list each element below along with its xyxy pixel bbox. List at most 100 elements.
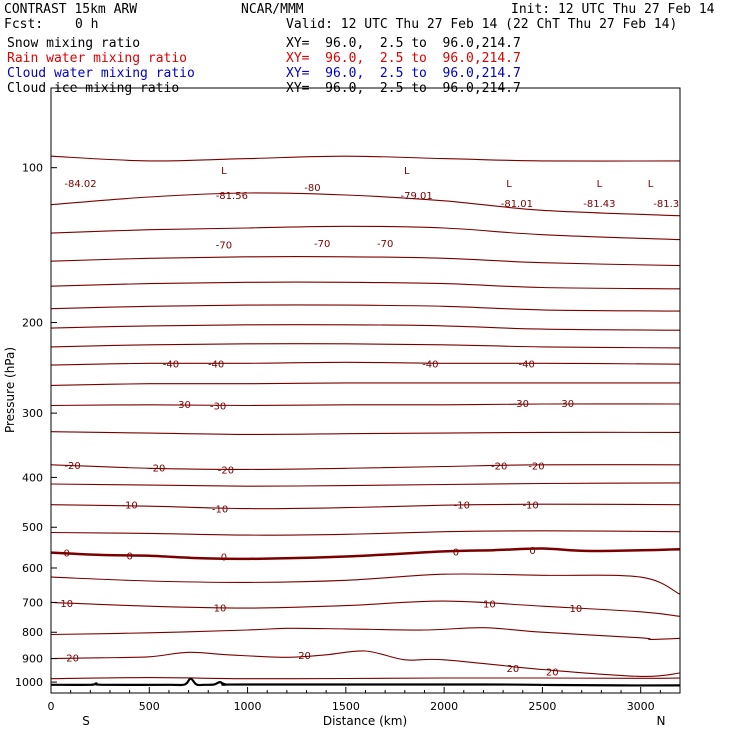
isotherm-minus-5 — [50, 530, 681, 536]
contour-label: -40 — [163, 359, 179, 370]
contour-label: -70 — [216, 240, 232, 251]
contour-label: -81.3 — [653, 199, 679, 210]
isotherm-minus-55 — [50, 304, 681, 312]
contour-label: -80 — [304, 183, 320, 194]
isotherm-minus-60 — [50, 281, 681, 290]
contour-label: -20 — [528, 461, 544, 472]
y-tick-label: 300 — [22, 407, 43, 420]
contour-label: -30 — [558, 399, 574, 410]
isotherm-minus-45 — [50, 343, 681, 349]
contour-label: 20 — [66, 654, 79, 665]
contour-label: -40 — [208, 359, 224, 370]
contour-label: -20 — [149, 464, 165, 475]
forecast-label: Fcst: — [4, 17, 44, 32]
isotherm-5 — [50, 573, 681, 595]
y-tick-label: 700 — [22, 596, 43, 609]
x-axis-label: Distance (km) — [323, 714, 407, 728]
terrain-layer — [50, 677, 681, 687]
contour-label: 0 — [126, 551, 132, 562]
contour-label: -84.02 — [64, 179, 96, 190]
contour-label: 20 — [507, 664, 520, 675]
y-tick-label: 500 — [22, 521, 43, 534]
contour-label: -30 — [210, 402, 226, 413]
contour-label: 0 — [529, 546, 535, 557]
contour-label: 0 — [221, 553, 227, 564]
y-tick-label: 200 — [22, 317, 43, 330]
low-marker: L — [404, 166, 410, 177]
field-name-cloud-water: Cloud water mixing ratio — [7, 66, 195, 81]
contour-label: -20 — [491, 461, 507, 472]
plot-frame — [50, 87, 681, 694]
valid-time: Valid: 12 UTC Thu 27 Feb 14 (22 ChT Thu … — [286, 17, 678, 32]
x-tick-label: 2500 — [528, 700, 556, 713]
x-end-label-south: S — [82, 714, 90, 728]
contour-label: -10 — [212, 505, 228, 516]
contour-label: -10 — [121, 501, 137, 512]
isotherm-minus-30 — [50, 403, 681, 407]
field-xy-rain: XY= 96.0, 2.5 to 96.0,214.7 — [286, 51, 521, 66]
center-label: NCAR/MMM — [241, 2, 304, 17]
contour-label: -30 — [513, 399, 529, 410]
forecast-value: 0 h — [75, 17, 99, 32]
isotherm-minus-65 — [50, 256, 681, 267]
contour-label: -20 — [218, 465, 234, 476]
x-tick-label: 1000 — [234, 700, 262, 713]
y-tick-label: 800 — [22, 626, 43, 639]
contour-label: 0 — [453, 547, 459, 558]
contour-label: 10 — [214, 603, 227, 614]
contour-label: -20 — [64, 461, 80, 472]
x-tick-label: 2000 — [430, 700, 458, 713]
field-xy-snow: XY= 96.0, 2.5 to 96.0,214.7 — [286, 36, 521, 51]
y-tick-label: 1000 — [15, 676, 43, 689]
contour-label: -70 — [314, 239, 330, 250]
x-end-label-north: N — [657, 714, 666, 728]
contour-label: -40 — [422, 359, 438, 370]
contour-label: -30 — [175, 400, 191, 411]
isotherm-25 — [50, 677, 681, 680]
contour-label: -10 — [454, 501, 470, 512]
contour-label: -81.56 — [216, 191, 248, 202]
x-tick-label: 1500 — [332, 700, 360, 713]
isotherm-minus-40 — [50, 361, 681, 366]
x-tick-label: 500 — [139, 700, 160, 713]
y-tick-label: 900 — [22, 653, 43, 666]
isotherm-minus-10 — [50, 503, 681, 510]
contour-label: 10 — [569, 604, 582, 615]
isotherm-minus-20 — [50, 464, 681, 470]
isotherm-20 — [50, 650, 681, 678]
contour-label: -79.01 — [400, 191, 432, 202]
contour-label: -81.01 — [501, 199, 533, 210]
contour-label: -81.43 — [583, 199, 615, 210]
isotherm-10 — [50, 600, 681, 617]
isotherm-layer — [50, 155, 681, 680]
y-axis-label: Pressure (hPa) — [3, 347, 17, 433]
isotherm-minus-50 — [50, 324, 681, 331]
isotherm-minus-35 — [50, 382, 680, 386]
axis-layer: 0 500 1000 1500 2000 2500 30001002003004005006… — [15, 162, 661, 713]
isotherm-minus-15 — [50, 482, 681, 487]
contour-label: 20 — [546, 667, 559, 678]
field-name-rain: Rain water mixing ratio — [7, 51, 188, 66]
isotherm-minus-80 — [50, 155, 681, 162]
contour-label: -10 — [522, 501, 538, 512]
contour-label-layer: -84.02 L -81.56 -80 L -79.01 L -81.01 L -81.43 L -8… — [60, 166, 679, 678]
field-xy-cloud-water: XY= 96.0, 2.5 to 96.0,214.7 — [286, 66, 521, 81]
field-name-snow: Snow mixing ratio — [7, 36, 141, 51]
low-marker: L — [648, 179, 654, 190]
x-tick-label: 0 — [48, 700, 55, 713]
plot-title: CONTRAST 15km ARW — [4, 2, 138, 17]
x-tick-label: 3000 — [627, 700, 655, 713]
low-marker: L — [597, 179, 603, 190]
init-time: Init: 12 UTC Thu 27 Feb 14 — [511, 2, 715, 17]
contour-label: 0 — [64, 549, 70, 560]
isotherm-minus-25 — [50, 431, 681, 435]
isotherm-minus-75 — [50, 192, 681, 217]
contour-label: 10 — [60, 599, 73, 610]
contour-label: -40 — [519, 359, 535, 370]
low-marker: L — [506, 179, 512, 190]
terrain-line — [50, 677, 681, 687]
contour-label: 10 — [483, 599, 496, 610]
contour-label: -70 — [377, 239, 393, 250]
isotherm-0 — [50, 547, 681, 561]
